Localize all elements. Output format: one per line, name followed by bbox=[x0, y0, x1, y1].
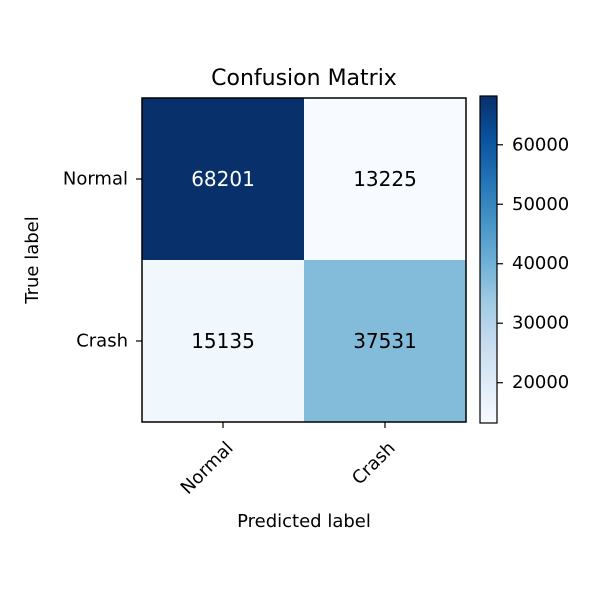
heatmap-cell-0-0 bbox=[142, 98, 304, 260]
colorbar-tick-label: 30000 bbox=[512, 313, 569, 334]
chart-title: Confusion Matrix bbox=[211, 66, 397, 91]
cell-value-0-1: 13225 bbox=[353, 167, 417, 191]
x-tick-label: Normal bbox=[177, 438, 238, 499]
y-tick-label: Normal bbox=[63, 169, 128, 190]
heatmap-cells bbox=[142, 98, 466, 422]
colorbar-tick-label: 60000 bbox=[512, 134, 569, 155]
heatmap-cell-1-0 bbox=[142, 260, 304, 422]
colorbar-tick-label: 20000 bbox=[512, 372, 569, 393]
plot-frame bbox=[141, 97, 467, 423]
y-tick-label: Crash bbox=[76, 331, 128, 352]
colorbar-tick-label: 50000 bbox=[512, 194, 569, 215]
heatmap-cell-1-1 bbox=[304, 260, 466, 422]
y-axis-label: True label bbox=[22, 216, 43, 305]
cell-value-1-1: 37531 bbox=[353, 329, 417, 353]
cell-value-1-0: 15135 bbox=[191, 329, 255, 353]
colorbar bbox=[479, 95, 498, 424]
colorbar-tick-label: 40000 bbox=[512, 253, 569, 274]
x-axis-label: Predicted label bbox=[237, 511, 371, 532]
heatmap-cell-0-1 bbox=[304, 98, 466, 260]
heatmap-cell-labels: 68201 13225 15135 37531 bbox=[191, 167, 417, 353]
x-tick-label: Crash bbox=[348, 438, 399, 489]
colorbar-ticks: 20000 30000 40000 50000 60000 bbox=[497, 134, 569, 393]
cell-value-0-0: 68201 bbox=[191, 167, 255, 191]
